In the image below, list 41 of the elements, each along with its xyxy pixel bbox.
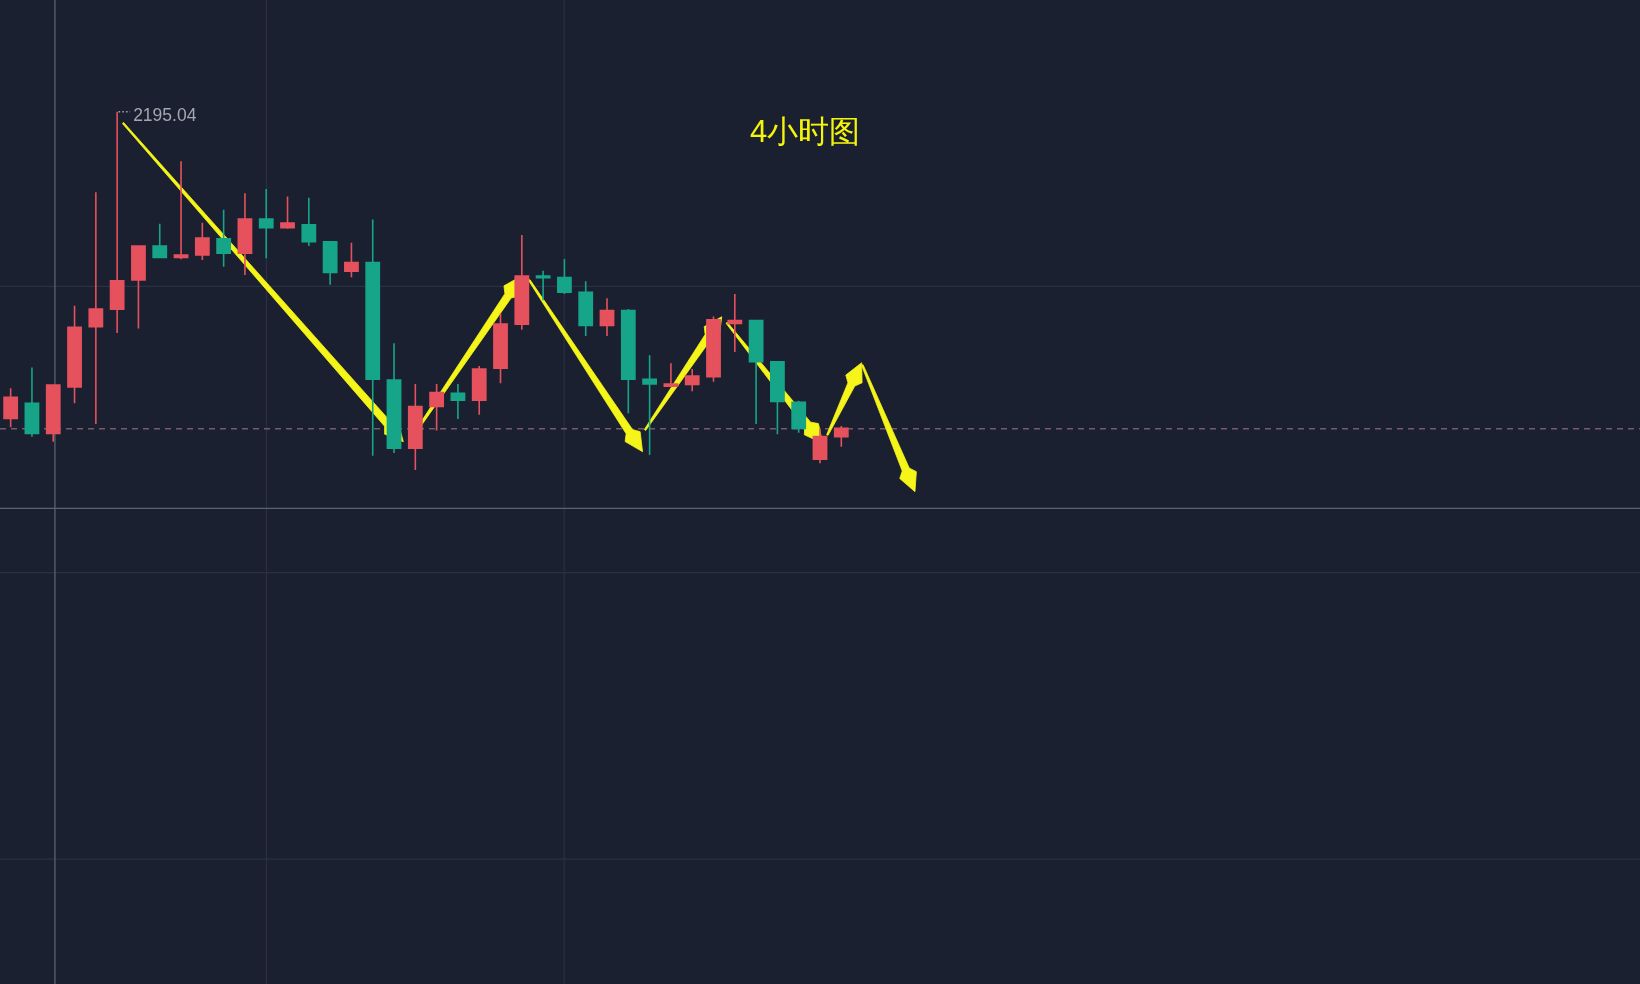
candlestick [770, 360, 785, 435]
candlestick [45, 384, 61, 443]
candlestick [386, 342, 402, 454]
candlestick [557, 258, 572, 295]
candlestick [620, 308, 636, 415]
annotation: 2195.04 [133, 105, 197, 126]
candlestick [727, 293, 743, 353]
candlestick [258, 188, 274, 260]
candlestick [791, 400, 807, 434]
candlestick [3, 387, 19, 429]
chart-title: 4小时图 [750, 114, 861, 150]
candlestick [514, 234, 530, 331]
candlestick [599, 297, 615, 337]
candlestick [88, 191, 104, 425]
candlestick [642, 354, 658, 456]
candlestick [450, 383, 466, 420]
candlestick [706, 315, 721, 383]
candlestick [663, 362, 679, 388]
candlestick [471, 365, 487, 416]
candlestick [216, 209, 232, 268]
candlestick [344, 242, 359, 279]
candlestick [493, 312, 508, 385]
candlestick [322, 240, 338, 286]
candlestick [173, 160, 189, 261]
candlestick [748, 319, 764, 425]
candlestick [407, 383, 423, 471]
candlestick [684, 368, 700, 392]
candlestick [24, 366, 40, 438]
candlestick [67, 305, 82, 405]
candlestick [578, 280, 594, 337]
candlestick [194, 221, 210, 261]
candlestick [237, 192, 253, 276]
candlestick [812, 427, 828, 464]
candlestick [535, 269, 551, 301]
candlestick [152, 223, 168, 259]
candlestick [280, 195, 295, 230]
candlestick [429, 383, 445, 432]
candlestick [365, 218, 381, 457]
candlestick [833, 425, 849, 448]
candlestick [301, 196, 317, 247]
candlestick [131, 245, 146, 330]
